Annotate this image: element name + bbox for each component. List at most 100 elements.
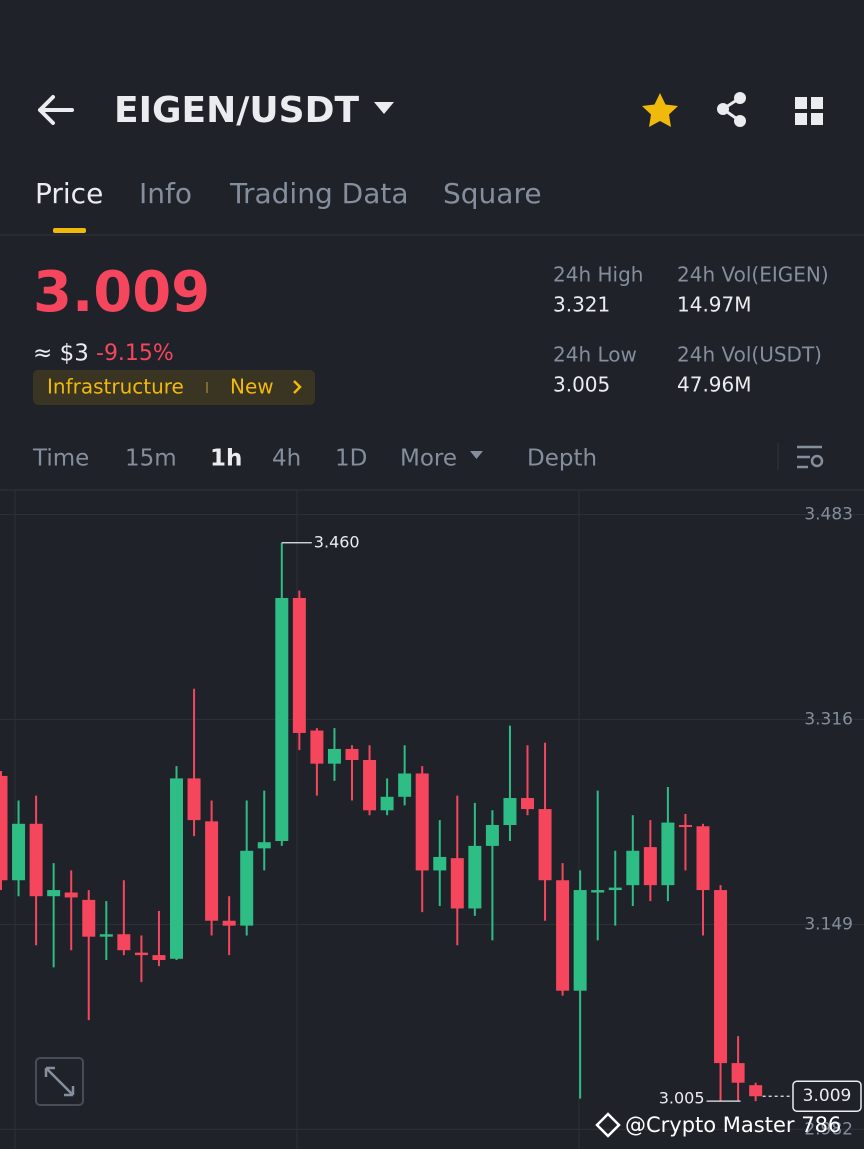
- candle-body: [608, 887, 622, 891]
- menu-square: [811, 97, 823, 109]
- candle-body: [450, 858, 464, 909]
- stat-value: 3.005: [553, 373, 610, 397]
- fullscreen-icon: [44, 1066, 75, 1097]
- fullscreen-button[interactable]: [35, 1057, 84, 1106]
- watermark-logo: [595, 1112, 621, 1138]
- tab[interactable]: Info: [139, 177, 192, 210]
- settings-lines: [797, 445, 822, 469]
- candle-body: [731, 1063, 745, 1083]
- candle-body: [170, 778, 183, 959]
- interval[interactable]: Time: [32, 446, 89, 472]
- tag[interactable]: New: [230, 375, 274, 399]
- tab-indicator: [53, 228, 86, 233]
- tag[interactable]: Infrastructure: [47, 375, 184, 399]
- pair-title[interactable]: EIGEN/USDT: [114, 90, 359, 131]
- stat-label: 24h Low: [553, 343, 637, 367]
- menu-square: [795, 113, 807, 125]
- interval[interactable]: More: [400, 446, 457, 472]
- share-button[interactable]: [717, 92, 746, 127]
- candle-body: [82, 899, 96, 937]
- candle-body: [310, 730, 324, 764]
- more-dropdown: [470, 451, 483, 459]
- last-price-box: [792, 1080, 862, 1112]
- candle-body: [433, 856, 447, 871]
- fullscreen-box: [35, 1057, 84, 1106]
- candle-body: [64, 892, 78, 898]
- interval[interactable]: 15m: [125, 446, 177, 472]
- share-dot: [734, 115, 746, 127]
- candle-body: [134, 952, 148, 956]
- candle-body: [591, 890, 605, 893]
- candle-body: [0, 775, 8, 881]
- high-label: 3.460: [314, 532, 360, 551]
- menu-square: [811, 113, 823, 125]
- stat-label: 24h High: [553, 263, 643, 287]
- price-change: -9.15%: [96, 341, 174, 366]
- candle-body: [240, 850, 254, 926]
- stat-value: 14.97M: [677, 293, 752, 317]
- y-tick-label: 3.149: [804, 914, 853, 934]
- candle-body: [205, 821, 219, 921]
- y-tick-label: 2.982: [804, 1119, 853, 1139]
- pair-dropdown[interactable]: [374, 102, 394, 114]
- favorite-star[interactable]: [642, 93, 678, 127]
- candle-body: [327, 748, 341, 764]
- interval-active[interactable]: 1h: [210, 446, 242, 472]
- candle-body: [415, 773, 429, 871]
- last-price-label: 3.009: [803, 1086, 852, 1106]
- share-dot: [717, 103, 729, 115]
- tab[interactable]: Square: [443, 177, 542, 210]
- candle-body: [380, 796, 394, 811]
- candle-body: [643, 847, 657, 886]
- candle-body: [152, 955, 166, 961]
- back-button[interactable]: [38, 95, 74, 125]
- candle-body: [485, 825, 499, 846]
- candle-body: [626, 850, 640, 886]
- y-tick-label: 3.483: [804, 505, 853, 525]
- candle-body: [117, 934, 131, 951]
- candle-body: [714, 890, 728, 1064]
- interval[interactable]: Depth: [527, 446, 597, 472]
- candle-body: [99, 934, 113, 937]
- candle-body: [47, 890, 61, 897]
- settings-gear: [810, 454, 824, 468]
- candle-body: [12, 823, 26, 881]
- chart-settings[interactable]: [797, 445, 824, 469]
- candle-body: [363, 759, 377, 811]
- interval[interactable]: 4h: [272, 446, 301, 472]
- candle-body: [345, 748, 359, 760]
- tag-chevron: [293, 380, 302, 394]
- tab-active[interactable]: Price: [35, 177, 103, 210]
- low-label: 3.005: [659, 1089, 705, 1108]
- candle-body: [661, 822, 675, 886]
- menu-square: [795, 97, 807, 109]
- candle-body: [678, 825, 692, 828]
- candle-body: [29, 823, 43, 897]
- candle-body: [275, 597, 289, 841]
- tab[interactable]: Trading Data: [229, 177, 409, 210]
- grid-menu[interactable]: [795, 97, 823, 125]
- watermark: @Crypto Master 786: [625, 1113, 841, 1137]
- usd-price: ≈ $3: [33, 341, 89, 367]
- candle-body: [749, 1085, 763, 1097]
- stat-value: 3.321: [553, 293, 610, 317]
- candle-body: [398, 773, 412, 797]
- candle-body: [468, 845, 482, 909]
- y-tick-label: 3.316: [804, 709, 853, 729]
- tag-separator: [206, 382, 208, 393]
- candle-body: [556, 880, 570, 991]
- candle-body: [222, 920, 236, 926]
- candle-body: [696, 826, 710, 891]
- candle-body: [187, 778, 201, 821]
- candle-body: [538, 809, 552, 881]
- tag-box[interactable]: [33, 370, 315, 405]
- candle-body: [292, 597, 306, 733]
- candlestick-chart: 3.483 3.316 3.149 2.982 3.460 3.005 3.009: [0, 490, 864, 1149]
- share-dot: [734, 92, 746, 104]
- candle-body: [573, 890, 587, 991]
- last-price: 3.009: [33, 260, 210, 325]
- interval[interactable]: 1D: [335, 446, 367, 472]
- candle-body: [521, 798, 534, 810]
